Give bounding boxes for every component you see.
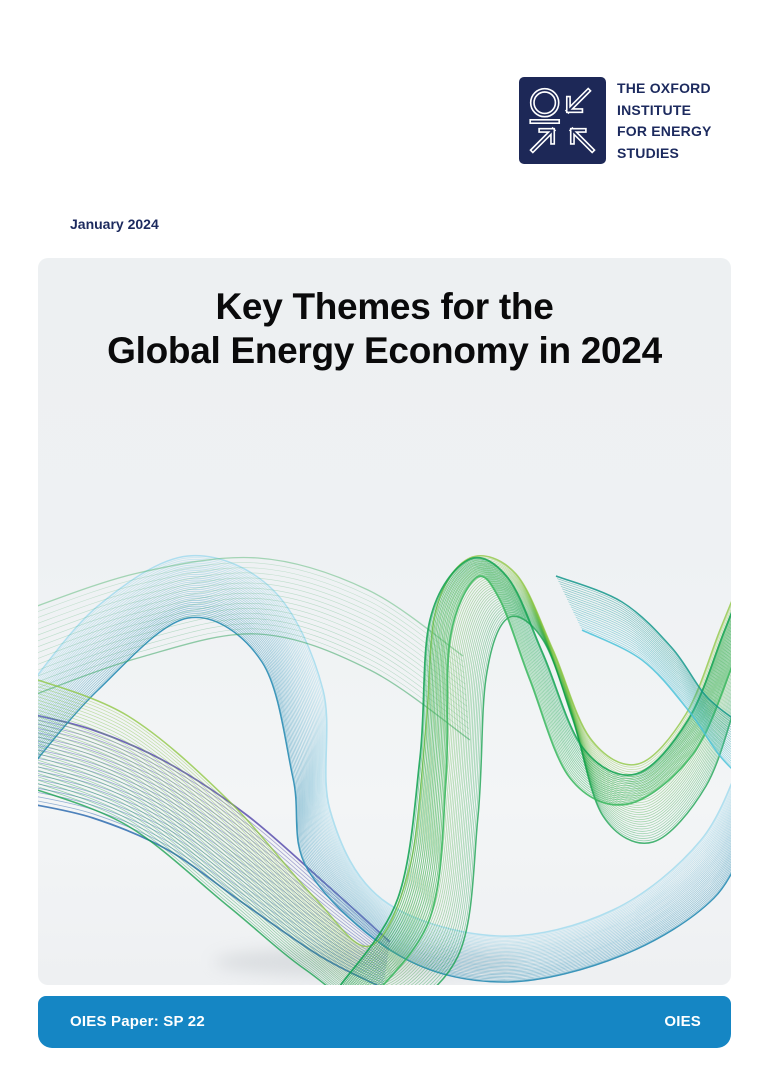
publication-date: January 2024 bbox=[70, 216, 159, 232]
oies-logo-icon bbox=[519, 77, 606, 164]
wave-ribbons-graphic bbox=[38, 554, 731, 985]
org-name-line: FOR ENERGY bbox=[617, 123, 712, 139]
cover-card: Key Themes for the Global Energy Economy… bbox=[38, 258, 731, 985]
footer-paper-id: OIES Paper: SP 22 bbox=[70, 1012, 205, 1030]
paper-title-line1: Key Themes for the bbox=[215, 286, 554, 327]
org-name-line: INSTITUTE bbox=[617, 101, 692, 118]
org-logo: THE OXFORD INSTITUTE FOR ENERGY STUDIES bbox=[519, 77, 712, 164]
paper-title-line2: Global Energy Economy in 2024 bbox=[107, 330, 662, 371]
org-name: THE OXFORD INSTITUTE FOR ENERGY STUDIES bbox=[617, 78, 712, 164]
org-name-line: STUDIES bbox=[617, 144, 680, 161]
footer-org-abbrev: OIES bbox=[664, 1012, 701, 1030]
footer-bar: OIES Paper: SP 22 OIES bbox=[38, 996, 731, 1048]
org-name-line: THE OXFORD bbox=[617, 80, 711, 96]
paper-title: Key Themes for the Global Energy Economy… bbox=[38, 285, 731, 373]
